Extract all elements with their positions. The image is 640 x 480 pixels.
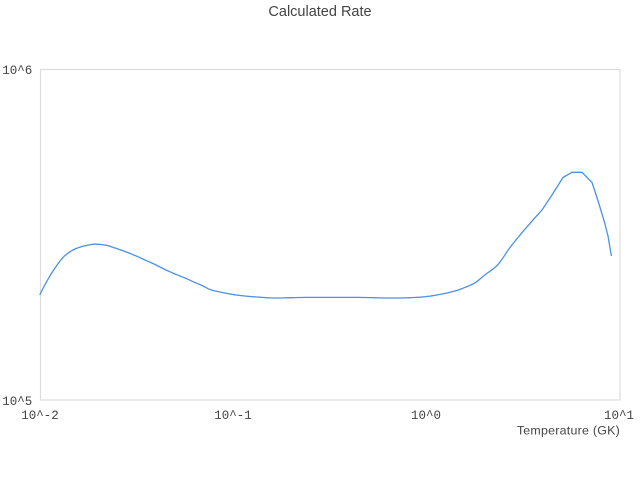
svg-text:10^6: 10^6: [2, 64, 32, 78]
svg-text:10^5: 10^5: [2, 395, 32, 409]
svg-text:10^0: 10^0: [411, 409, 441, 423]
svg-text:10^1: 10^1: [604, 409, 634, 423]
svg-text:10^-1: 10^-1: [214, 409, 252, 423]
svg-text:Temperature (GK): Temperature (GK): [517, 424, 620, 438]
svg-text:10^-2: 10^-2: [21, 409, 59, 423]
svg-text:Calculated Rate: Calculated Rate: [268, 4, 371, 20]
